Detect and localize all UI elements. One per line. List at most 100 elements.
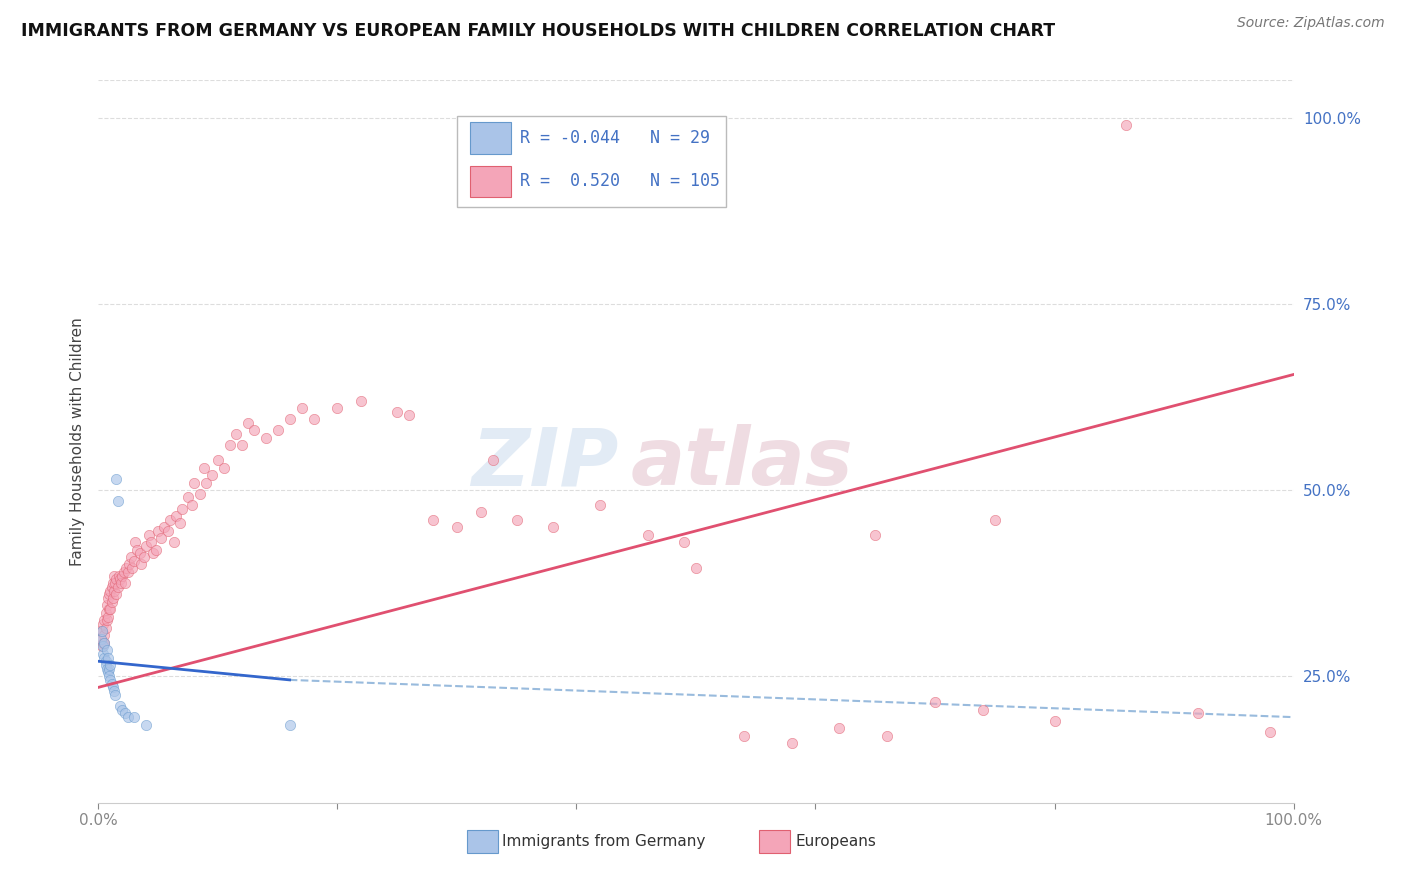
Text: Immigrants from Germany: Immigrants from Germany: [502, 834, 706, 849]
Point: [93, 628, 115, 642]
Point: [98, 658, 122, 673]
Point: [100, 595, 122, 609]
Point: [156, 524, 179, 538]
Point: [96, 599, 118, 613]
Point: [111, 568, 134, 582]
FancyBboxPatch shape: [467, 830, 498, 854]
FancyBboxPatch shape: [470, 166, 510, 197]
Point: [98, 673, 122, 687]
Point: [98, 602, 122, 616]
FancyBboxPatch shape: [470, 122, 510, 154]
Point: [132, 549, 155, 564]
Point: [108, 572, 131, 586]
Point: [159, 513, 181, 527]
Point: [98, 587, 121, 601]
Point: [188, 486, 211, 500]
Point: [96, 643, 118, 657]
Point: [94, 606, 117, 620]
Point: [114, 706, 136, 721]
Point: [385, 405, 409, 419]
Point: [231, 438, 253, 452]
Point: [163, 535, 186, 549]
Point: [100, 580, 122, 594]
Point: [103, 583, 125, 598]
Point: [169, 516, 191, 531]
Text: R =  0.520   N = 105: R = 0.520 N = 105: [520, 172, 720, 190]
Point: [105, 572, 128, 586]
Point: [117, 710, 139, 724]
Point: [98, 662, 121, 676]
Point: [90, 632, 112, 646]
Point: [101, 681, 124, 695]
Point: [139, 535, 162, 549]
Point: [91, 640, 114, 654]
Point: [1258, 725, 1281, 739]
Point: [124, 554, 146, 568]
Point: [180, 498, 202, 512]
Point: [177, 491, 200, 505]
Point: [124, 535, 146, 549]
Point: [422, 513, 444, 527]
Point: [350, 393, 373, 408]
Point: [107, 580, 129, 594]
Point: [101, 576, 124, 591]
Point: [207, 453, 229, 467]
Point: [165, 509, 187, 524]
Point: [96, 662, 118, 676]
Point: [89, 624, 111, 639]
Point: [145, 542, 167, 557]
Point: [131, 558, 153, 572]
Point: [91, 624, 114, 639]
Point: [398, 409, 420, 423]
Text: R = -0.044   N = 29: R = -0.044 N = 29: [520, 129, 710, 147]
Point: [91, 647, 114, 661]
Point: [278, 717, 301, 731]
Point: [110, 576, 132, 591]
Point: [780, 736, 803, 750]
Point: [105, 587, 128, 601]
Point: [103, 684, 125, 698]
Point: [111, 703, 134, 717]
Point: [98, 602, 121, 616]
Point: [685, 561, 707, 575]
FancyBboxPatch shape: [759, 830, 790, 854]
Point: [984, 513, 1007, 527]
Text: IMMIGRANTS FROM GERMANY VS EUROPEAN FAMILY HOUSEHOLDS WITH CHILDREN CORRELATION : IMMIGRANTS FROM GERMANY VS EUROPEAN FAMI…: [21, 22, 1056, 40]
Point: [100, 676, 122, 690]
FancyBboxPatch shape: [457, 117, 725, 207]
Point: [117, 565, 139, 579]
Point: [91, 617, 114, 632]
Point: [195, 475, 218, 490]
Point: [172, 501, 194, 516]
Point: [135, 717, 157, 731]
Point: [470, 505, 492, 519]
Point: [121, 561, 143, 575]
Point: [93, 635, 115, 649]
Point: [124, 710, 146, 724]
Point: [1043, 714, 1066, 728]
Point: [107, 494, 129, 508]
Point: [112, 565, 135, 579]
Point: [193, 460, 215, 475]
Point: [114, 576, 136, 591]
Point: [129, 546, 152, 560]
Point: [93, 635, 115, 649]
Point: [541, 520, 564, 534]
Point: [236, 416, 259, 430]
Point: [107, 568, 129, 582]
Point: [481, 453, 505, 467]
Point: [326, 401, 349, 415]
Point: [589, 498, 612, 512]
Point: [125, 542, 148, 557]
Point: [865, 527, 887, 541]
Point: [104, 688, 127, 702]
Point: [105, 472, 128, 486]
Point: [673, 535, 696, 549]
Point: [115, 561, 138, 575]
Point: [97, 609, 120, 624]
Point: [118, 558, 141, 572]
Point: [97, 591, 120, 605]
Point: [446, 520, 468, 534]
Point: [302, 412, 325, 426]
Text: ZIP: ZIP: [471, 425, 619, 502]
